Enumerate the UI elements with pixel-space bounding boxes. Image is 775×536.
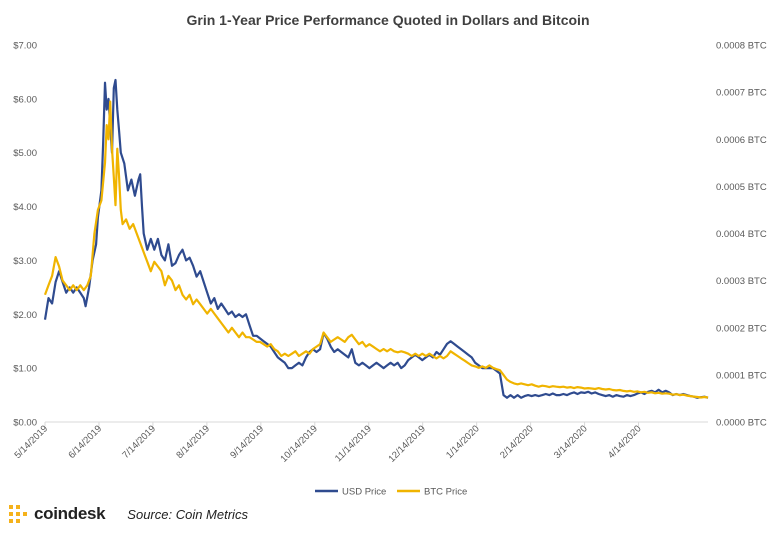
chart: Grin 1-Year Price Performance Quoted in …: [12, 12, 767, 498]
y-right-tick-label: 0.0000 BTC: [716, 418, 767, 429]
legend-usd-label: USD Price: [342, 487, 386, 498]
x-tick-label: 12/14/2019: [386, 423, 427, 464]
legend-btc-label: BTC Price: [424, 487, 467, 498]
y-right-tick-label: 0.0003 BTC: [716, 276, 767, 287]
series-group: [43, 78, 709, 399]
coindesk-logo-icon: [9, 505, 27, 523]
y-left-tick-label: $5.00: [13, 148, 37, 159]
y-left-tick-label: $1.00: [13, 364, 37, 375]
y-left-tick-label: $2.00: [13, 310, 37, 321]
footer: coindesk Source: Coin Metrics: [8, 502, 248, 526]
y-right-tick-label: 0.0004 BTC: [716, 229, 767, 240]
chart-title: Grin 1-Year Price Performance Quoted in …: [187, 12, 590, 28]
y-left-tick-label: $7.00: [13, 41, 37, 52]
x-tick-label: 10/14/2019: [279, 423, 320, 464]
x-tick-label: 7/14/2019: [120, 423, 158, 461]
y-right-axis: 0.0000 BTC 0.0001 BTC 0.0002 BTC 0.0003 BTC…: [716, 41, 767, 429]
x-tick-label: 1/14/2020: [444, 423, 482, 461]
usd-price-line: [43, 78, 709, 399]
y-left-tick-label: $6.00: [13, 94, 37, 105]
y-left-axis: $0.00 $1.00 $2.00 $3.00 $4.00 $5.00 $6.00 $7.00: [13, 41, 37, 429]
x-tick-label: 8/14/2019: [174, 423, 212, 461]
x-tick-label: 3/14/2020: [552, 423, 590, 461]
y-left-tick-label: $4.00: [13, 202, 37, 213]
y-right-tick-label: 0.0005 BTC: [716, 182, 767, 193]
y-left-tick-label: $0.00: [13, 418, 37, 429]
x-tick-label: 11/14/2019: [333, 423, 374, 464]
x-tick-label: 4/14/2020: [606, 423, 644, 461]
y-right-tick-label: 0.0002 BTC: [716, 323, 767, 334]
source-note: Source: Coin Metrics: [127, 506, 248, 522]
y-right-tick-label: 0.0006 BTC: [716, 135, 767, 146]
legend: USD Price BTC Price: [315, 487, 467, 498]
coindesk-logo[interactable]: coindesk: [8, 504, 106, 524]
x-tick-label: 9/14/2019: [228, 423, 266, 461]
x-axis: 5/14/2019 6/14/2019 7/14/2019 8/14/2019 9/14…: [12, 422, 644, 465]
x-tick-label: 2/14/2020: [498, 423, 536, 461]
btc-price-line: [43, 100, 709, 399]
x-tick-label: 6/14/2019: [66, 423, 104, 461]
y-right-tick-label: 0.0008 BTC: [716, 41, 767, 52]
y-right-tick-label: 0.0001 BTC: [716, 370, 767, 381]
coindesk-wordmark: coindesk: [34, 504, 106, 523]
y-right-tick-label: 0.0007 BTC: [716, 88, 767, 99]
x-tick-label: 5/14/2019: [12, 423, 50, 461]
y-left-tick-label: $3.00: [13, 256, 37, 267]
